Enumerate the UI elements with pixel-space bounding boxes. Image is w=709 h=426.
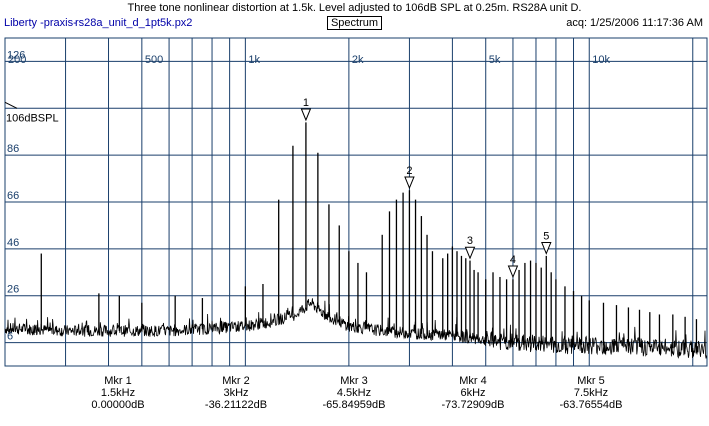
marker-label: 5	[543, 231, 549, 243]
marker-readout-5: Mkr 5 7.5kHz -63.76554dB	[536, 375, 646, 411]
marker-readout-3: Mkr 3 4.5kHz -65.84959dB	[299, 375, 409, 411]
marker-readout-name: Mkr 2	[222, 375, 250, 387]
y-tick-label: 126	[7, 49, 25, 61]
marker-readout-1: Mkr 1 1.5kHz 0.00000dB	[63, 375, 173, 411]
marker-triangle	[507, 265, 519, 279]
marker-readout-freq: 1.5kHz	[100, 387, 136, 399]
marker-readout-freq: 7.5kHz	[573, 387, 609, 399]
marker-triangle	[300, 108, 312, 122]
marker-readout-freq: 6kHz	[460, 387, 486, 399]
marker-label: 3	[467, 235, 473, 247]
x-tick-label: 10k	[592, 54, 610, 66]
marker-readout-freq: 4.5kHz	[336, 387, 372, 399]
grid	[4, 37, 708, 367]
marker-readout-level: 0.00000dB	[91, 399, 145, 411]
mode-badge[interactable]: Spectrum	[326, 16, 383, 30]
x-tick-label: 2k	[352, 54, 364, 66]
axis-labels: 200 500 1k 2k 5k 10k 126 86 66 46 26 6 106dBSPL	[4, 49, 610, 343]
marker-readout-4: Mkr 4 6kHz -73.72909dB	[418, 375, 528, 411]
markers: 1 2 3 4 5	[300, 97, 552, 279]
marker-label: 1	[303, 97, 309, 109]
x-tick-label: 1k	[248, 54, 260, 66]
y-tick-label: 46	[7, 237, 19, 249]
marker-readout-level: -73.72909dB	[441, 399, 505, 411]
x-tick-label: 5k	[489, 54, 501, 66]
y-tick-label: 6	[7, 331, 13, 343]
file-name: rs28a_unit_d_1pt5k.px2	[75, 17, 193, 29]
reference-level-arrow	[4, 101, 18, 109]
mode-label: Spectrum	[0, 16, 709, 30]
acquisition-time: acq: 1/25/2006 11:17:36 AM	[566, 17, 703, 29]
app-name: Liberty -praxis-	[4, 17, 77, 29]
marker-readout-level: -36.21122dB	[204, 399, 268, 411]
marker-triangle	[541, 242, 552, 255]
reference-level-label: 106dBSPL	[6, 112, 59, 124]
marker-readout-2: Mkr 2 3kHz -36.21122dB	[181, 375, 291, 411]
marker-readout-name: Mkr 5	[577, 375, 605, 387]
marker-triangle	[464, 246, 476, 260]
y-tick-label: 86	[7, 143, 19, 155]
y-tick-label: 66	[7, 190, 19, 202]
marker-readout-name: Mkr 1	[104, 375, 132, 387]
x-tick-label: 200	[8, 54, 26, 66]
marker-readout-level: -65.84959dB	[322, 399, 386, 411]
marker-readout-name: Mkr 4	[459, 375, 487, 387]
marker-readout-freq: 3kHz	[223, 387, 249, 399]
marker-label: 2	[406, 165, 412, 177]
x-tick-label: 500	[145, 54, 163, 66]
y-tick-label: 26	[7, 284, 19, 296]
trace	[4, 122, 708, 359]
marker-triangle	[404, 176, 415, 190]
marker-readout-name: Mkr 3	[340, 375, 368, 387]
chart-title: Three tone nonlinear distortion at 1.5k.…	[127, 2, 582, 14]
marker-label: 4	[510, 254, 516, 266]
marker-readout-level: -63.76554dB	[559, 399, 623, 411]
noise-floor-trace	[4, 298, 708, 359]
